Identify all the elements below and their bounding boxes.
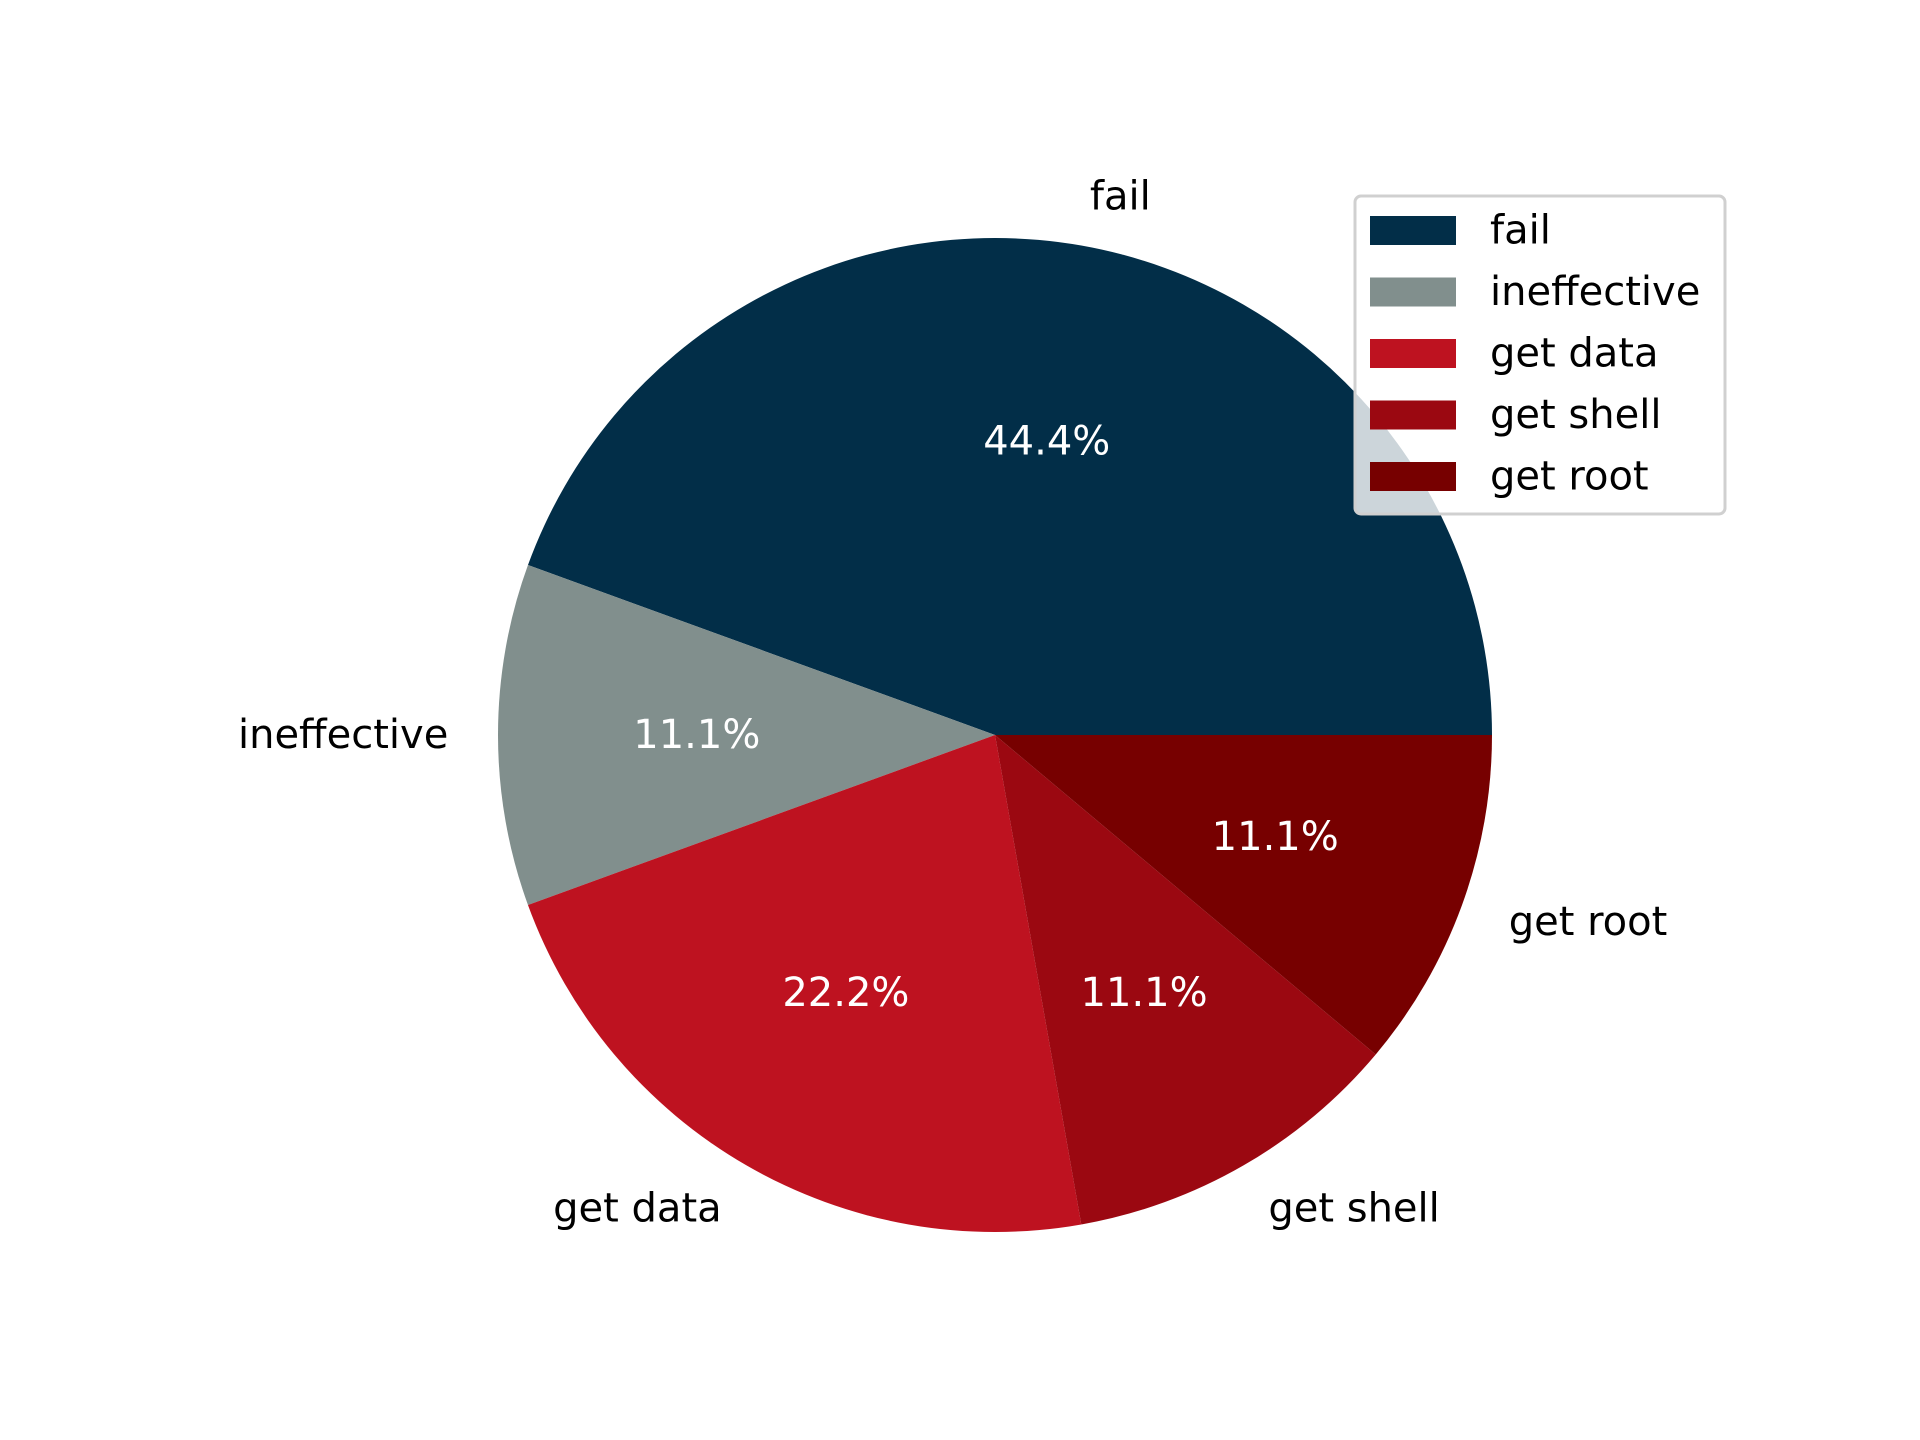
pie-slice-get-data [527, 735, 1082, 1232]
legend-label-ineffective: ineffective [1490, 269, 1700, 315]
legend-swatch-ineffective [1370, 277, 1456, 307]
percent-label-fail: 44.4% [983, 418, 1110, 464]
legend-items: fail ineffective get data get shell get root [1370, 208, 1700, 500]
pie-slice-fail [527, 237, 1492, 735]
legend-label-fail: fail [1490, 208, 1551, 254]
legend-label-get-shell: get shell [1490, 392, 1661, 438]
legend-frame [1353, 194, 1727, 516]
category-label-get-root: get root [1509, 899, 1668, 945]
legend-label-get-root: get root [1490, 454, 1649, 500]
category-labels: fail ineffective get data get shell get root [238, 174, 1667, 1232]
pie-slice-ineffective [498, 565, 995, 905]
legend-swatch-get-shell [1370, 400, 1456, 430]
category-label-get-data: get data [553, 1185, 722, 1231]
percent-labels: 44.4% 11.1% 22.2% 11.1% 11.1% [633, 418, 1338, 1016]
legend-swatch-fail [1370, 216, 1456, 245]
category-label-get-shell: get shell [1268, 1185, 1439, 1231]
percent-label-get-shell: 11.1% [1081, 970, 1208, 1016]
pie-slices [498, 237, 1492, 1232]
legend-swatch-get-root [1370, 462, 1456, 491]
percent-label-ineffective: 11.1% [633, 712, 760, 758]
category-label-fail: fail [1090, 174, 1151, 220]
pie-slice-get-shell [995, 735, 1376, 1225]
category-label-ineffective: ineffective [238, 712, 448, 758]
percent-label-get-data: 22.2% [782, 970, 909, 1016]
percent-label-get-root: 11.1% [1212, 814, 1339, 860]
legend-swatch-get-data [1370, 339, 1456, 368]
legend: fail ineffective get data get shell get root [1353, 194, 1727, 516]
pie-slice-get-root [995, 735, 1492, 1055]
legend-label-get-data: get data [1490, 331, 1659, 377]
